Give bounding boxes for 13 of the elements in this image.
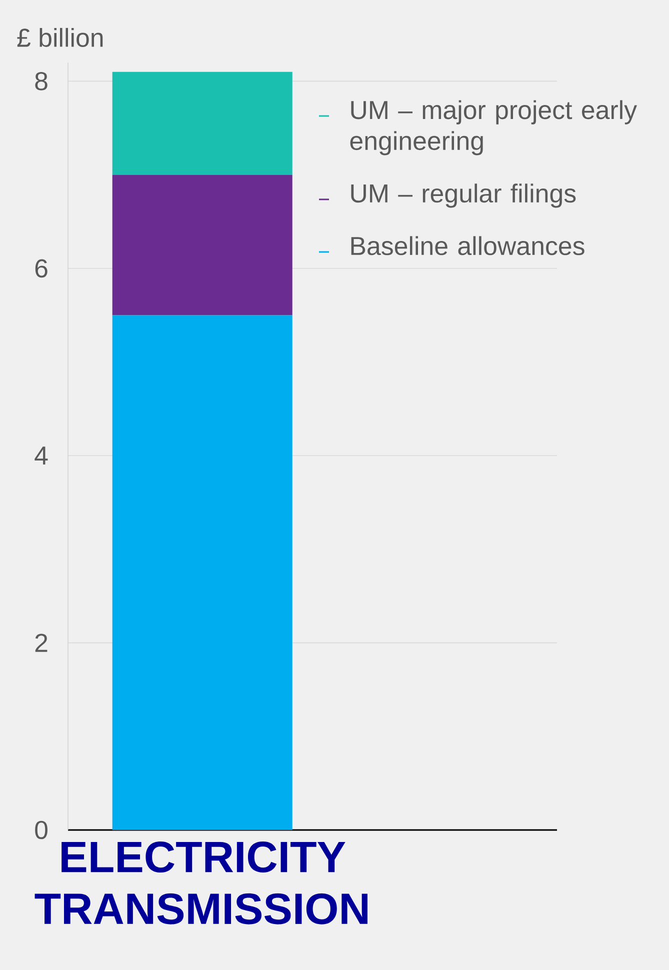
bar — [112, 315, 292, 830]
bar — [112, 174, 292, 316]
y-tick-label: 2 — [35, 634, 48, 652]
legend-label: Baseline allowances — [351, 236, 584, 256]
y-axis-title: £ billion — [17, 28, 103, 47]
y-tick-label: 6 — [35, 259, 48, 278]
y-tick-label: 8 — [35, 72, 48, 90]
legend-label: UM – major project early engineering — [350, 100, 637, 156]
legend-label: UM – regular filings — [351, 184, 576, 208]
x-tick-label: ELECTRICITY TRANSMISSION — [34, 842, 368, 924]
bar — [112, 72, 292, 175]
y-tick-label: 0 — [35, 820, 48, 840]
y-tick-label: 4 — [34, 446, 48, 465]
